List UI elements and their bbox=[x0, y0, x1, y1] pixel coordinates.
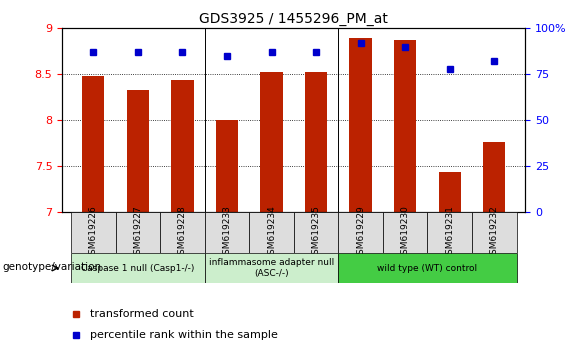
Bar bbox=[438, 172, 461, 212]
Text: transformed count: transformed count bbox=[90, 309, 194, 319]
Bar bbox=[472, 212, 516, 253]
Bar bbox=[394, 40, 416, 212]
Text: percentile rank within the sample: percentile rank within the sample bbox=[90, 330, 278, 341]
Text: GSM619227: GSM619227 bbox=[133, 205, 142, 260]
Bar bbox=[82, 76, 105, 212]
Text: GSM619233: GSM619233 bbox=[223, 205, 232, 260]
Text: Caspase 1 null (Casp1-/-): Caspase 1 null (Casp1-/-) bbox=[81, 264, 194, 273]
Bar bbox=[338, 212, 383, 253]
Text: GSM619232: GSM619232 bbox=[490, 205, 499, 260]
Text: inflammasome adapter null
(ASC-/-): inflammasome adapter null (ASC-/-) bbox=[209, 258, 334, 278]
Text: GSM619231: GSM619231 bbox=[445, 205, 454, 260]
Bar bbox=[205, 212, 249, 253]
Bar bbox=[260, 72, 282, 212]
Bar bbox=[160, 212, 205, 253]
Bar bbox=[350, 38, 372, 212]
Bar bbox=[116, 212, 160, 253]
Bar bbox=[305, 72, 327, 212]
Bar bbox=[71, 212, 116, 253]
Bar bbox=[127, 90, 149, 212]
Text: GSM619228: GSM619228 bbox=[178, 205, 187, 260]
Title: GDS3925 / 1455296_PM_at: GDS3925 / 1455296_PM_at bbox=[199, 12, 388, 26]
Bar bbox=[71, 253, 205, 283]
Bar bbox=[249, 212, 294, 253]
Bar bbox=[383, 212, 428, 253]
Bar bbox=[205, 253, 338, 283]
Text: wild type (WT) control: wild type (WT) control bbox=[377, 264, 477, 273]
Bar bbox=[171, 80, 194, 212]
Text: GSM619234: GSM619234 bbox=[267, 205, 276, 260]
Bar bbox=[338, 253, 516, 283]
Text: GSM619229: GSM619229 bbox=[356, 205, 365, 260]
Text: GSM619230: GSM619230 bbox=[401, 205, 410, 260]
Bar bbox=[428, 212, 472, 253]
Bar bbox=[483, 142, 506, 212]
Text: GSM619226: GSM619226 bbox=[89, 205, 98, 260]
Text: genotype/variation: genotype/variation bbox=[3, 262, 102, 272]
Bar bbox=[294, 212, 338, 253]
Text: GSM619235: GSM619235 bbox=[311, 205, 320, 260]
Bar bbox=[216, 120, 238, 212]
